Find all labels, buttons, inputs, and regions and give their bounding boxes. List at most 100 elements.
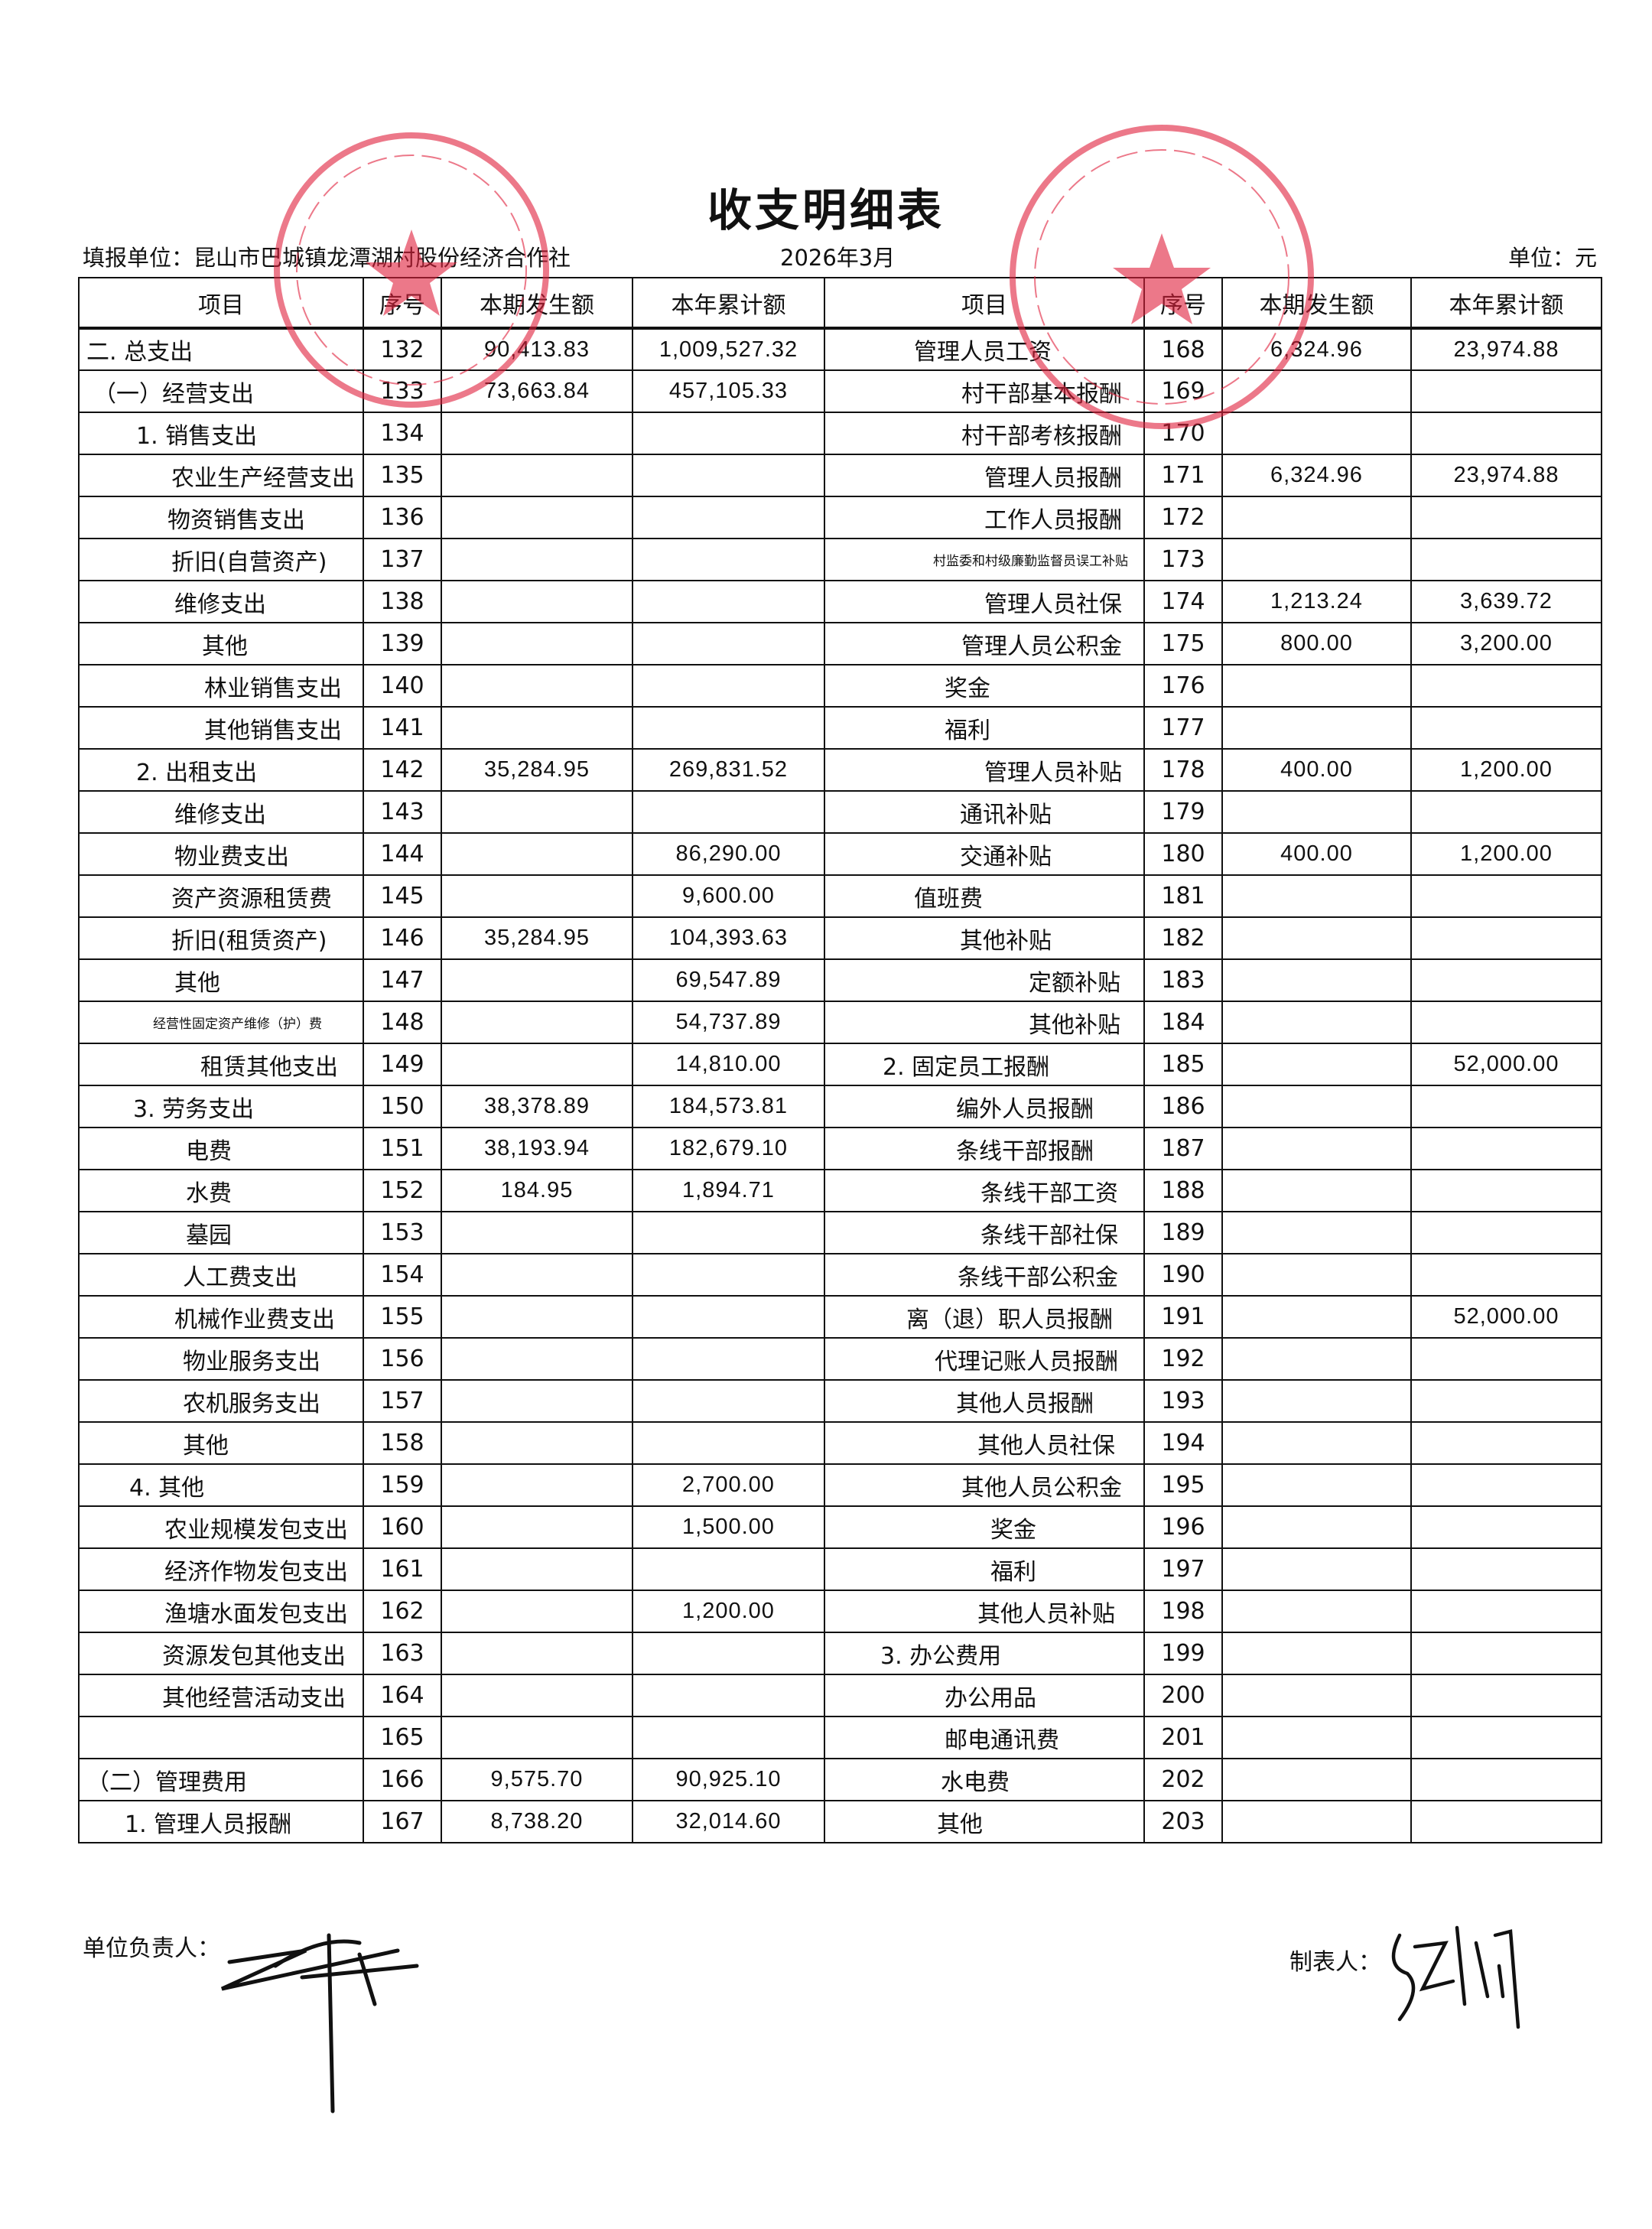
right-item-name: 管理人员报酬 [824,454,1145,497]
right-item-name: 其他补贴 [824,1001,1145,1044]
left-current-amount: 9,575.70 [441,1758,633,1801]
left-item-name: 物业费支出 [78,832,364,876]
right-seq-number: 192 [1143,1337,1223,1381]
left-ytd-amount: 104,393.63 [632,916,825,960]
right-ytd-amount [1410,790,1602,834]
right-current-amount [1221,916,1412,960]
table-row: （二）管理费用 166 9,575.70 90,925.10 水电费 202 [78,1758,1602,1801]
unit-head-label: 单位负责人： [83,1935,220,1962]
right-item-name: 2. 固定员工报酬 [824,1043,1145,1086]
right-seq-number: 179 [1143,790,1223,834]
right-seq-number: 191 [1143,1295,1223,1339]
left-ytd-amount: 184,573.81 [632,1085,825,1128]
table-row: 4. 其他 159 2,700.00 其他人员公积金 195 [78,1463,1602,1507]
left-ytd-amount [632,706,825,750]
right-seq-number: 194 [1143,1421,1223,1465]
left-current-amount [441,1463,633,1507]
right-seq-number: 186 [1143,1085,1223,1128]
right-current-amount: 800.00 [1221,622,1412,665]
header-item-left: 项目 [78,277,364,329]
right-item-name: 管理人员社保 [824,580,1145,623]
right-current-amount [1221,538,1412,581]
left-item-name: 机械作业费支出 [78,1295,364,1339]
left-current-amount: 38,378.89 [441,1085,633,1128]
left-ytd-amount: 182,679.10 [632,1127,825,1170]
right-current-amount [1221,706,1412,750]
left-item-name: 二. 总支出 [78,327,364,371]
left-current-amount [441,1001,633,1044]
left-item-name: 其他 [78,1421,364,1465]
left-current-amount: 73,663.84 [441,369,633,413]
left-ytd-amount: 1,200.00 [632,1590,825,1633]
left-current-amount: 90,413.83 [441,327,633,371]
unit-head-signature [220,1933,419,2113]
left-item-name: 租赁其他支出 [78,1043,364,1086]
left-item-name: 其他经营活动支出 [78,1674,364,1717]
preparer-label: 制表人： [1289,1949,1381,1976]
left-current-amount [441,1632,633,1675]
right-ytd-amount: 1,200.00 [1410,748,1602,792]
table-row: 机械作业费支出 155 离（退）职人员报酬 191 52,000.00 [78,1295,1602,1339]
left-item-name: 3. 劳务支出 [78,1085,364,1128]
right-current-amount [1221,1001,1412,1044]
left-seq-number: 145 [363,874,442,918]
right-current-amount: 6,324.96 [1221,327,1412,371]
right-seq-number: 172 [1143,496,1223,539]
left-seq-number: 142 [363,748,442,792]
right-seq-number: 203 [1143,1800,1223,1843]
right-item-name: 村干部基本报酬 [824,369,1145,413]
right-seq-number: 182 [1143,916,1223,960]
left-ytd-amount: 2,700.00 [632,1463,825,1507]
left-seq-number: 135 [363,454,442,497]
right-ytd-amount [1410,1211,1602,1254]
right-ytd-amount: 52,000.00 [1410,1043,1602,1086]
table-row: 3. 劳务支出 150 38,378.89 184,573.81 编外人员报酬 186 [78,1085,1602,1128]
left-seq-number: 150 [363,1085,442,1128]
left-current-amount [441,454,633,497]
left-current-amount [441,1590,633,1633]
table-row: 2. 出租支出 142 35,284.95 269,831.52 管理人员补贴 178 40… [78,748,1602,792]
right-item-name: 奖金 [824,664,1145,708]
right-item-name: 其他人员报酬 [824,1379,1145,1423]
left-seq-number: 161 [363,1547,442,1591]
left-current-amount [441,1716,633,1759]
right-item-name: 福利 [824,1547,1145,1591]
left-item-name: 墓园 [78,1211,364,1254]
left-item-name: 林业销售支出 [78,664,364,708]
left-current-amount [441,790,633,834]
right-seq-number: 170 [1143,412,1223,455]
right-item-name: 值班费 [824,874,1145,918]
right-seq-number: 201 [1143,1716,1223,1759]
right-item-name: 通讯补贴 [824,790,1145,834]
left-item-name: 经济作物发包支出 [78,1547,364,1591]
right-seq-number: 198 [1143,1590,1223,1633]
right-item-name: 离（退）职人员报酬 [824,1295,1145,1339]
left-current-amount [441,1337,633,1381]
table-row: 其他 158 其他人员社保 194 [78,1421,1602,1465]
table-row: 水费 152 184.95 1,894.71 条线干部工资 188 [78,1169,1602,1212]
right-seq-number: 200 [1143,1674,1223,1717]
left-seq-number: 158 [363,1421,442,1465]
right-ytd-amount [1410,1337,1602,1381]
left-seq-number: 143 [363,790,442,834]
left-item-name: 资源发包其他支出 [78,1632,364,1675]
right-ytd-amount [1410,1379,1602,1423]
right-item-name: 其他 [824,1800,1145,1843]
table-row: 折旧(租赁资产) 146 35,284.95 104,393.63 其他补贴 182 [78,916,1602,960]
left-ytd-amount [632,790,825,834]
right-seq-number: 174 [1143,580,1223,623]
left-ytd-amount [632,1632,825,1675]
left-item-name: 其他 [78,958,364,1002]
table-row: 农业生产经营支出 135 管理人员报酬 171 6,324.96 23,974.88 [78,454,1602,497]
right-seq-number: 183 [1143,958,1223,1002]
expense-detail-table: 项目 序号 本期发生额 本年累计额 项目 序号 本期发生额 本年累计额 二. 总支出 132 90… [78,277,1602,1843]
left-seq-number: 166 [363,1758,442,1801]
left-seq-number: 148 [363,1001,442,1044]
table-row: 其他经营活动支出 164 办公用品 200 [78,1674,1602,1717]
left-seq-number: 137 [363,538,442,581]
left-item-name: 人工费支出 [78,1253,364,1297]
left-seq-number: 134 [363,412,442,455]
right-item-name: 编外人员报酬 [824,1085,1145,1128]
table-row: 墓园 153 条线干部社保 189 [78,1211,1602,1254]
right-seq-number: 169 [1143,369,1223,413]
